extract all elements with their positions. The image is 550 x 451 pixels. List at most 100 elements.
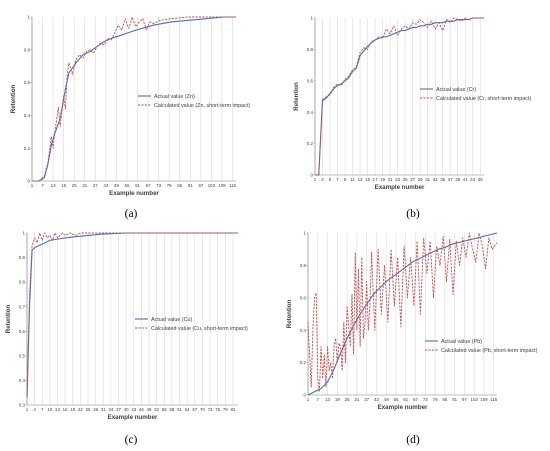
series <box>307 232 498 396</box>
y-tick-label: 1 <box>28 15 31 20</box>
x-tick-label: 103 <box>471 397 479 402</box>
panel-b: (b) 1 3 5 7 9 11 13 15 17 19 21 23 25 27 29 31 33 35 37 39 4… <box>293 16 531 220</box>
x-tick-label: 115 <box>229 183 237 188</box>
series-line-calculated <box>26 232 238 398</box>
y-tick-label: 1 <box>23 231 26 236</box>
x-tick-label: 17 <box>373 177 378 182</box>
x-tick-label: 49 <box>147 407 152 412</box>
legend: Actual value (Cu) Calculated value (Cu, s… <box>135 317 248 332</box>
x-tick-label: 64 <box>185 407 190 412</box>
x-tick-label: 37 <box>364 397 369 402</box>
series <box>315 17 484 176</box>
x-tick-label: 103 <box>208 183 216 188</box>
x-tick-label: 19 <box>380 177 385 182</box>
x-tick-label: 27 <box>410 177 415 182</box>
y-tick-labels: 0 0.2 0.4 0.6 0.8 1 <box>24 15 32 184</box>
panel-d: (d) 1 7 13 19 25 31 37 43 49 55 61 67 73 79 85 91 97 103 1… <box>286 231 538 446</box>
x-tick-label: 67 <box>146 183 151 188</box>
x-tick-labels: 1 4 7 10 13 16 19 22 25 28 31 34 37 40 43 46 49 52 55 58 61 6… <box>26 407 236 412</box>
series-line-actual <box>32 16 236 182</box>
x-tick-label: 46 <box>139 407 144 412</box>
legend-label: Actual value (Cu) <box>151 317 193 323</box>
x-tick-label: 5 <box>329 177 332 182</box>
x-tick-label: 7 <box>317 397 320 402</box>
x-tick-label: 61 <box>403 397 408 402</box>
x-tick-label: 55 <box>162 407 167 412</box>
y-tick-label: 0.5 <box>19 353 26 358</box>
x-tick-label: 19 <box>70 407 75 412</box>
series-line-calculated <box>307 232 498 393</box>
x-tick-label: 13 <box>51 183 56 188</box>
series-line-actual <box>26 232 238 398</box>
x-tick-label: 3 <box>321 177 324 182</box>
x-tick-label: 31 <box>101 407 106 412</box>
x-tick-label: 11 <box>350 177 355 182</box>
y-axis-label: Retention <box>5 305 12 334</box>
panel-label-c: (c) <box>125 434 138 446</box>
legend-label: Calculated value (Pb, short-term impact) <box>441 348 538 354</box>
x-tick-label: 37 <box>116 407 121 412</box>
legend-label: Calculated value (Cr, short-term impact) <box>436 96 531 102</box>
panel-label-b: (b) <box>406 208 420 220</box>
x-tick-label: 19 <box>335 397 340 402</box>
panel-label-a: (a) <box>125 208 138 220</box>
y-tick-label: 0.8 <box>307 47 314 52</box>
x-axis-label: Example number <box>375 184 425 191</box>
x-tick-labels: 1 3 5 7 9 11 13 15 17 19 21 23 25 27 29 31 33 35 37 39 41 43 4… <box>314 177 483 182</box>
x-tick-label: 39 <box>455 177 460 182</box>
series <box>32 16 236 182</box>
panel-label-d: (d) <box>406 434 420 446</box>
x-tick-label: 49 <box>114 183 119 188</box>
x-tick-label: 79 <box>223 407 228 412</box>
x-tick-label: 31 <box>354 397 359 402</box>
legend-label: Actual value (Zn) <box>154 94 195 100</box>
y-tick-labels: 0.3 0.4 0.5 0.6 0.7 0.8 0.9 1 <box>19 231 27 408</box>
x-tick-label: 85 <box>177 183 182 188</box>
x-tick-label: 45 <box>478 177 483 182</box>
y-tick-label: 0.3 <box>19 403 26 408</box>
x-tick-label: 43 <box>131 407 136 412</box>
x-tick-label: 55 <box>125 183 130 188</box>
x-tick-label: 7 <box>336 177 339 182</box>
legend-label: Calculated value (Cu, short-term impact) <box>151 326 248 332</box>
y-tick-label: 0.6 <box>307 78 314 83</box>
y-tick-label: 0.4 <box>300 328 307 333</box>
x-tick-label: 61 <box>177 407 182 412</box>
y-tick-label: 0.6 <box>300 295 307 300</box>
x-tick-label: 79 <box>167 183 172 188</box>
y-axis-label: Retention <box>10 85 17 114</box>
x-tick-label: 19 <box>61 183 66 188</box>
x-tick-label: 115 <box>490 397 498 402</box>
y-tick-label: 1 <box>311 16 314 21</box>
x-tick-label: 35 <box>440 177 445 182</box>
y-tick-label: 0.7 <box>19 304 26 309</box>
x-tick-label: 40 <box>124 407 129 412</box>
x-tick-label: 16 <box>63 407 68 412</box>
x-tick-label: 70 <box>200 407 205 412</box>
series <box>26 232 238 398</box>
x-tick-label: 33 <box>433 177 438 182</box>
y-tick-label: 0.8 <box>19 280 26 285</box>
x-tick-label: 25 <box>86 407 91 412</box>
y-axis-label: Retention <box>293 82 300 111</box>
x-tick-label: 4 <box>33 407 36 412</box>
x-tick-label: 85 <box>442 397 447 402</box>
x-axis-label: Example number <box>109 190 159 197</box>
x-tick-label: 97 <box>198 183 203 188</box>
x-tick-label: 49 <box>384 397 389 402</box>
legend-label: Calculated value (Zn, short-term impact) <box>154 103 250 109</box>
x-tick-label: 43 <box>103 183 108 188</box>
x-tick-label: 1 <box>307 397 310 402</box>
x-tick-label: 37 <box>448 177 453 182</box>
x-axis-label: Example number <box>378 404 428 411</box>
x-tick-labels: 1 7 13 19 25 31 37 43 49 55 61 67 73 79 85 91 97 103 109 11… <box>31 183 237 188</box>
x-tick-label: 97 <box>462 397 467 402</box>
x-tick-label: 79 <box>433 397 438 402</box>
x-tick-label: 15 <box>365 177 370 182</box>
y-tick-label: 1 <box>304 231 307 236</box>
series-line-calculated <box>315 17 484 176</box>
x-tick-label: 25 <box>403 177 408 182</box>
x-tick-label: 29 <box>418 177 423 182</box>
legend: Actual value (Zn) Calculated value (Zn, s… <box>138 94 250 109</box>
